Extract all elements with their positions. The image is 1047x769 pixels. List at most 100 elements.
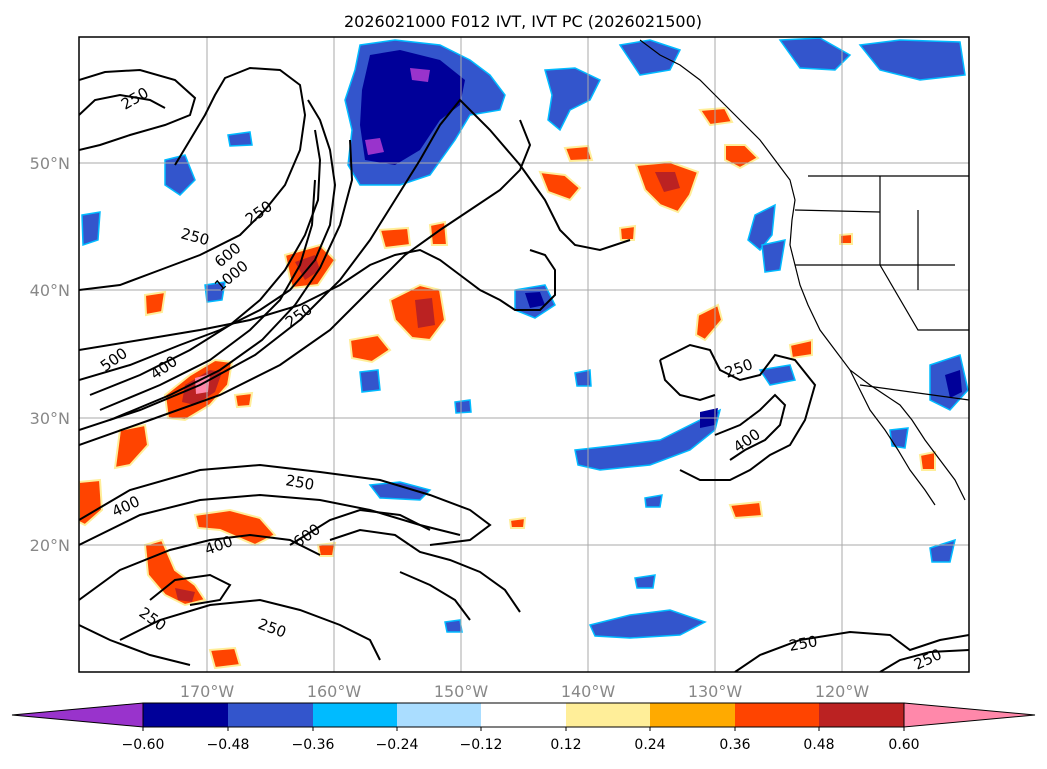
neg-anomaly-south-2 [368, 481, 432, 501]
pos-anomaly-south-3 [79, 478, 104, 527]
contour-250-east [659, 343, 817, 481]
neg-anomaly-east-1-core [945, 370, 962, 398]
pos-anomaly-mid-east-2 [788, 338, 813, 360]
contour-250-south [119, 598, 381, 661]
colorbar-segment [819, 703, 904, 727]
lat-label: 40°N [30, 281, 70, 300]
pos-anomaly-central-7 [378, 226, 412, 250]
ivt-contours [79, 66, 969, 672]
pos-anomaly-west-ar-2 [113, 423, 150, 470]
neg-anomaly-south-4 [889, 427, 909, 449]
colorbar-tick-label: −0.48 [207, 737, 250, 753]
neg-anomaly-north-4 [858, 39, 966, 81]
neg-anomaly-mid-core [525, 292, 545, 308]
colorbar-tick-label: 0.48 [803, 737, 834, 753]
pos-anomaly-small-2 [618, 224, 637, 241]
border-ca-nv [879, 176, 969, 331]
longitude-labels: 170°W 160°W 150°W 140°W 130°W 120°W [180, 682, 870, 701]
neg-anomaly-gulf-alaska-purple-2 [410, 68, 430, 82]
neg-anomaly-gulf-alaska-purple [365, 138, 384, 155]
lon-label: 130°W [688, 682, 743, 701]
pos-anomaly-small-6 [316, 541, 337, 557]
neg-anomaly-west-3 [81, 211, 101, 247]
coastline [639, 39, 969, 506]
colorbar-tick-label: 0.12 [550, 737, 581, 753]
pos-anomaly-central-4-core [655, 172, 680, 192]
colorbar-segment [313, 703, 397, 727]
coastline-baja [849, 369, 936, 506]
contour-250-nw-inner [79, 93, 166, 116]
colorbar-segment [481, 703, 566, 727]
pos-anomaly-central-3 [538, 170, 582, 202]
colorbar-extend-high [903, 702, 1036, 728]
pos-anomaly-south-4 [728, 500, 764, 520]
contour-400-inner [79, 99, 337, 381]
contour-250-wave-2 [399, 571, 471, 621]
contour-600-subtrop [289, 508, 431, 546]
colorbar-tick-label: 0.60 [888, 737, 919, 753]
lon-label: 170°W [180, 682, 235, 701]
pos-anomaly-small-1 [143, 290, 167, 317]
colorbar-segment [566, 703, 650, 727]
colorbar-segment [650, 703, 735, 727]
neg-anomaly-subtrop-3 [758, 364, 796, 386]
neg-anomaly-small-2 [454, 399, 472, 414]
neg-anomaly-north-2 [618, 39, 682, 76]
contour-400-subtrop [79, 493, 461, 546]
pos-anomaly-south-2 [143, 538, 207, 607]
pos-anomaly-south-5 [208, 646, 242, 670]
neg-anomaly-south-1 [588, 609, 707, 639]
colorbar-tick-label: −0.36 [292, 737, 335, 753]
positive-ivt-anomalies [79, 106, 936, 670]
neg-anomaly-small-1 [359, 369, 381, 393]
latitude-labels: 50°N 40°N 30°N 20°N [30, 154, 70, 555]
lat-label: 50°N [30, 154, 70, 173]
neg-anomaly-north-1 [544, 67, 602, 132]
lon-label: 150°W [434, 682, 489, 701]
neg-anomaly-small-5 [634, 574, 656, 589]
contour-250-south-loop [149, 573, 232, 606]
lon-label: 120°W [815, 682, 870, 701]
pos-anomaly-south-2-core [175, 588, 195, 602]
contour-400-east [714, 393, 787, 461]
pos-anomaly-central-6 [428, 220, 449, 246]
lat-label: 20°N [30, 536, 70, 555]
pos-anomaly-small-4 [918, 450, 936, 471]
contour-600-return [109, 139, 354, 421]
neg-anomaly-coast-1 [747, 203, 776, 252]
neg-anomaly-gulf-alaska-core [360, 50, 465, 165]
colorbar-segment [397, 703, 481, 727]
border-mex [859, 384, 969, 401]
colorbar-tick-label: −0.60 [122, 737, 165, 753]
neg-anomaly-small-3 [574, 369, 592, 387]
contour-400-return [79, 98, 631, 431]
map-title: 2026021000 F012 IVT, IVT PC (2026021500) [344, 12, 702, 31]
contour-250-outer [79, 66, 307, 291]
neg-anomaly-south-3 [444, 619, 463, 633]
contour-250-south-2 [79, 624, 191, 666]
colorbar-tick-label: −0.24 [376, 737, 419, 753]
colorbar-extend-low [11, 702, 144, 728]
colorbar-tick-label: 0.36 [719, 737, 750, 753]
colorbar-tick-label: −0.12 [460, 737, 503, 753]
colorbar-segment [735, 703, 819, 727]
pos-anomaly-small-5 [839, 232, 853, 245]
contour-250-subtrop [79, 463, 492, 546]
contour-250-se [734, 630, 969, 672]
pos-anomaly-coast-1 [698, 106, 734, 127]
negative-ivt-anomalies [81, 37, 969, 639]
map-frame [78, 36, 970, 673]
contour-250-tongue [79, 248, 556, 351]
contour-label: 250 [788, 632, 819, 655]
map-area: 250 250 250 600 1000 250 500 400 250 400… [79, 37, 969, 672]
pos-anomaly-central-1-core [415, 298, 435, 328]
contour-250-east-inner [659, 359, 716, 402]
pos-anomaly-small-3 [508, 516, 527, 529]
colorbar-segment [143, 703, 228, 727]
contour-250-se-2 [879, 649, 969, 672]
neg-anomaly-small-6 [644, 494, 663, 508]
neg-anomaly-coast-2 [761, 239, 786, 273]
neg-anomaly-small-4 [204, 281, 226, 303]
colorbar: −0.60 −0.48 −0.36 −0.24 −0.12 0.12 0.24 … [11, 702, 1036, 753]
